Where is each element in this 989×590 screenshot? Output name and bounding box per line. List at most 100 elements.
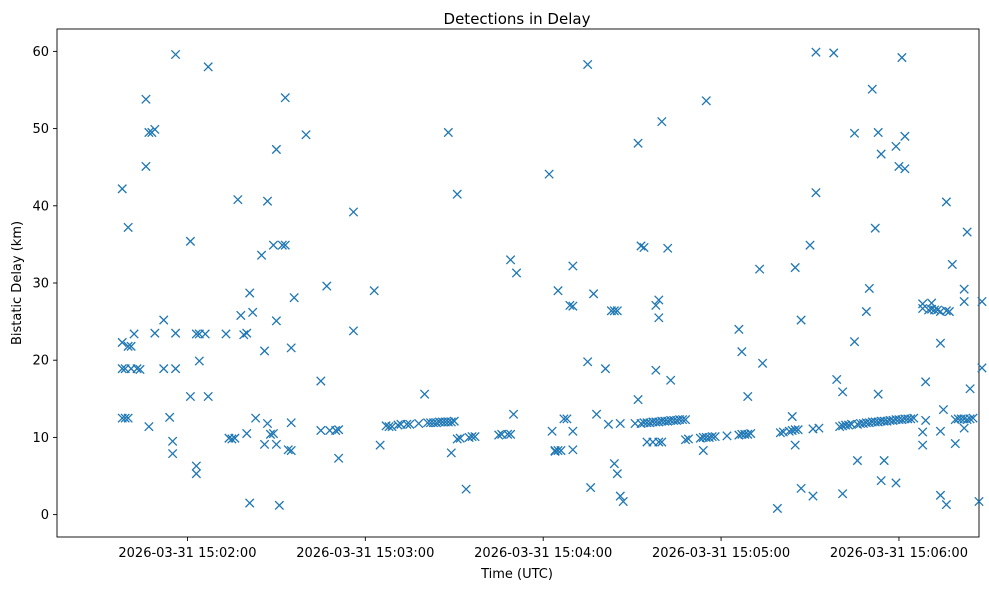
data-point	[245, 288, 255, 298]
data-point	[167, 436, 178, 446]
data-point	[929, 305, 940, 315]
data-point	[120, 413, 130, 423]
data-point	[333, 453, 344, 463]
data-point	[393, 420, 403, 430]
data-point	[271, 439, 282, 450]
chart-title: Detections in Delay	[444, 10, 591, 28]
data-point	[277, 240, 287, 250]
data-point	[829, 48, 839, 58]
data-point	[242, 328, 252, 338]
data-point	[805, 240, 815, 250]
data-point	[123, 222, 133, 233]
data-point	[654, 437, 664, 447]
data-point	[159, 315, 169, 325]
data-point	[588, 289, 599, 299]
data-point	[271, 316, 282, 326]
data-points	[117, 47, 987, 514]
data-point	[544, 169, 554, 179]
data-point	[150, 124, 160, 135]
data-point	[796, 315, 806, 325]
data-point	[289, 293, 299, 303]
data-point	[402, 419, 412, 429]
data-point	[938, 404, 949, 415]
data-point	[250, 413, 261, 423]
x-tick-label: 2026-03-31 15:03:00	[296, 546, 434, 561]
data-point	[123, 341, 133, 351]
data-point	[562, 414, 572, 424]
data-point	[301, 130, 311, 140]
data-point	[918, 303, 928, 314]
data-point	[772, 503, 783, 514]
data-point	[603, 419, 614, 429]
data-point	[974, 496, 984, 507]
data-point	[553, 445, 563, 456]
data-point	[387, 421, 397, 432]
data-point	[203, 62, 213, 72]
data-point	[259, 346, 270, 356]
data-point	[832, 374, 842, 385]
data-point	[452, 189, 462, 199]
data-point	[511, 268, 522, 278]
data-point	[663, 243, 673, 253]
data-point	[233, 194, 243, 205]
data-point	[256, 250, 267, 260]
data-point	[680, 414, 691, 425]
data-point	[746, 428, 756, 439]
data-point	[793, 425, 803, 435]
data-point	[316, 376, 326, 386]
data-point	[959, 296, 969, 307]
data-point	[918, 440, 928, 450]
data-point	[657, 116, 667, 127]
data-point	[467, 431, 477, 442]
y-axis-label: Bistatic Delay (km)	[10, 221, 25, 345]
data-point	[808, 491, 818, 501]
data-point	[123, 413, 133, 423]
data-point	[612, 469, 622, 479]
data-point	[941, 306, 952, 316]
data-point	[348, 326, 359, 336]
data-point	[962, 414, 972, 425]
data-point	[585, 482, 596, 493]
data-point	[680, 435, 691, 445]
data-point	[333, 425, 344, 435]
x-axis-label: Time (UTC)	[480, 567, 553, 582]
data-point	[654, 313, 664, 323]
data-point	[452, 434, 462, 444]
data-point	[873, 127, 883, 138]
data-point	[618, 496, 628, 507]
data-point	[449, 416, 459, 426]
data-point	[191, 329, 201, 339]
data-point	[965, 384, 975, 394]
data-point	[132, 364, 142, 374]
data-point	[547, 426, 557, 436]
data-point	[737, 347, 747, 357]
data-point	[959, 284, 969, 294]
data-point	[405, 419, 415, 429]
data-point	[941, 499, 952, 510]
data-point	[164, 412, 175, 422]
data-point	[677, 414, 688, 425]
data-point	[651, 365, 661, 375]
data-point	[239, 330, 249, 340]
x-tick-label: 2026-03-31 15:02:00	[118, 546, 256, 561]
data-point	[657, 437, 667, 447]
data-point	[565, 300, 575, 311]
data-point	[185, 391, 196, 402]
data-point	[633, 394, 643, 405]
data-point	[861, 306, 872, 317]
data-point	[167, 448, 178, 459]
data-point	[200, 329, 210, 339]
data-point	[508, 409, 519, 419]
data-point	[900, 131, 910, 141]
data-point	[612, 306, 622, 316]
y-tick-label: 40	[32, 199, 49, 214]
data-point	[920, 377, 931, 387]
data-point	[230, 433, 240, 443]
data-point	[698, 445, 708, 456]
data-point	[941, 197, 952, 207]
data-point	[150, 328, 160, 338]
data-point	[977, 363, 987, 373]
data-point	[651, 300, 661, 311]
data-point	[935, 426, 946, 436]
data-point	[876, 475, 886, 486]
